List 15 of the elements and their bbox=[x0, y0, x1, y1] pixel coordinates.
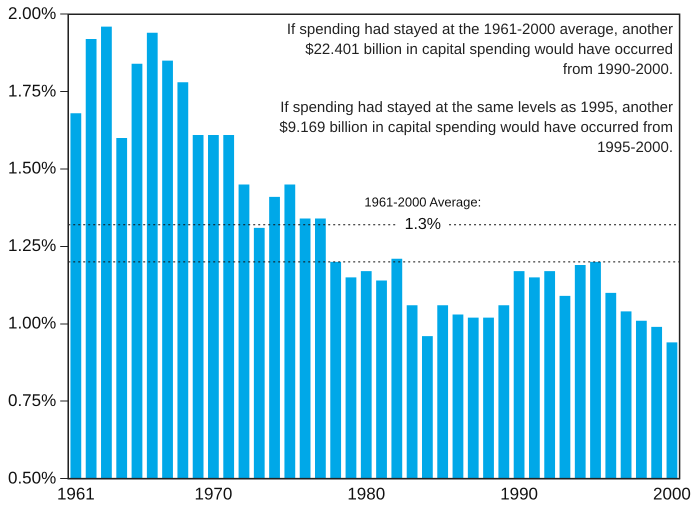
y-tick-label: 1.25% bbox=[8, 236, 56, 256]
annotation: If spending had stayed at the same levels as 1995, another $9.169 billion in capital spending would have occurred from 1995-2000. bbox=[278, 98, 673, 158]
y-tick-label: 0.75% bbox=[8, 390, 56, 410]
y-tick-label: 1.50% bbox=[8, 158, 56, 178]
x-tick-label: 1990 bbox=[500, 484, 538, 504]
ref-line-label: 1961-2000 Average: 1.3% bbox=[364, 194, 482, 234]
y-tick-label: 1.75% bbox=[8, 81, 56, 100]
y-tick-label: 2.00% bbox=[8, 4, 56, 23]
y-tick-label: 0.50% bbox=[8, 468, 56, 488]
annotation: If spending had stayed at the 1961-2000 average, another $22.401 billion in capital spending would have occurred from 1990-2000. bbox=[286, 20, 673, 80]
x-tick-label: 2000 bbox=[653, 484, 691, 504]
y-tick-label: 1.00% bbox=[8, 313, 56, 332]
x-tick-label: 1970 bbox=[194, 484, 232, 504]
x-tick-label: 1961 bbox=[56, 484, 95, 504]
x-tick-label: 1980 bbox=[347, 484, 386, 504]
